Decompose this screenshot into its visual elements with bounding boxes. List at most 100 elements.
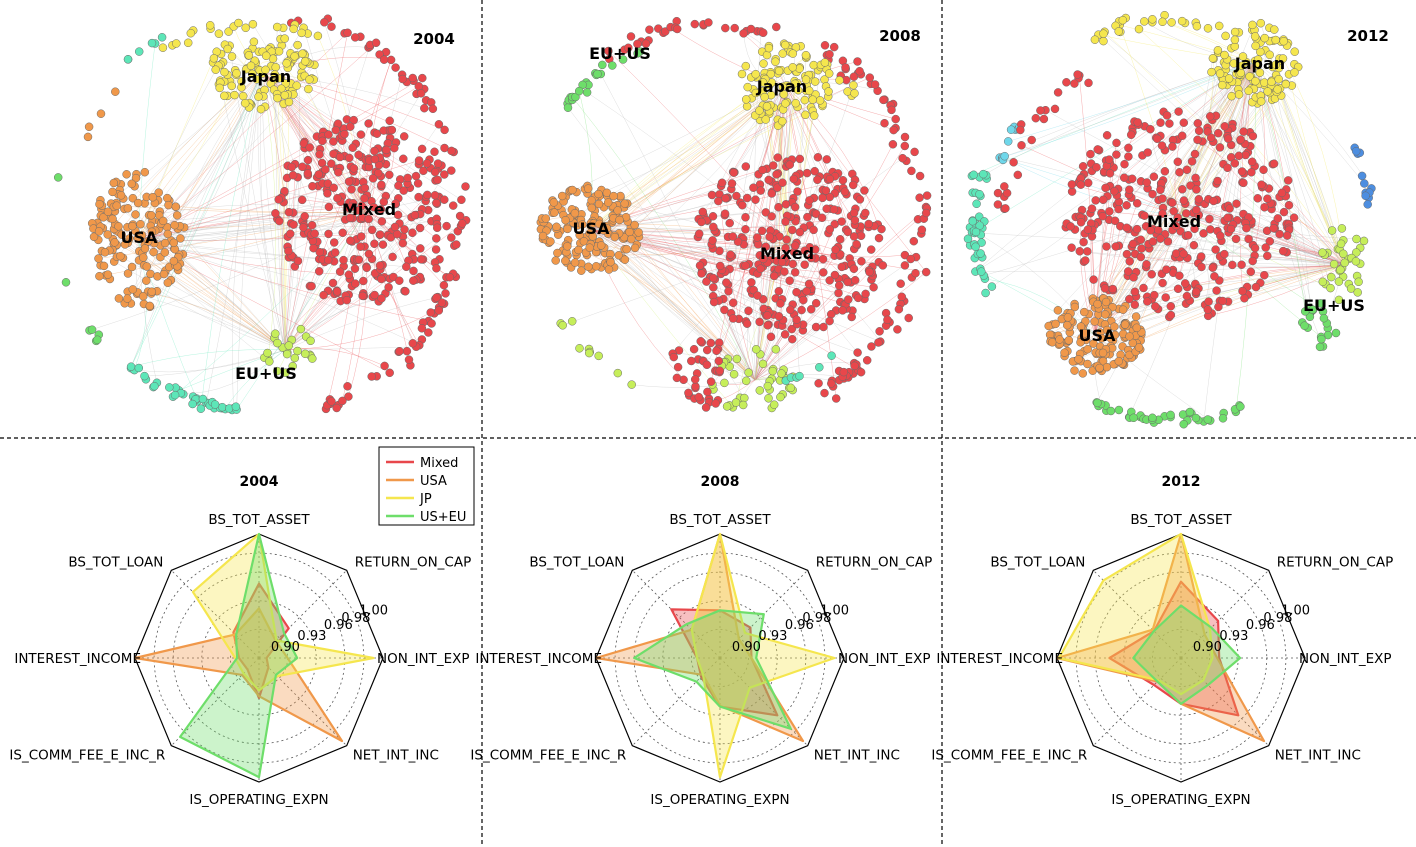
network-node — [711, 399, 720, 408]
network-node — [333, 193, 342, 203]
network-node — [1207, 67, 1216, 77]
network-node — [1244, 86, 1253, 96]
network-edge — [154, 202, 286, 351]
network-node — [371, 38, 381, 48]
network-node — [1319, 313, 1329, 323]
network-node — [271, 329, 280, 338]
network-node — [354, 255, 364, 264]
network-node — [820, 41, 830, 50]
network-node — [850, 216, 860, 225]
network-node — [867, 342, 876, 351]
radar-axis-label: BS_TOT_LOAN — [529, 554, 624, 570]
network-node — [786, 383, 796, 393]
network-node — [393, 210, 403, 220]
network-node — [1125, 185, 1134, 194]
network-node — [575, 344, 584, 353]
network-node — [1317, 334, 1326, 344]
network-node — [831, 245, 840, 254]
network-node — [248, 19, 258, 29]
network-node — [414, 156, 424, 165]
cluster-label-usa: USA — [573, 219, 611, 238]
network-node — [1281, 79, 1291, 89]
radar-title: 2012 — [1162, 474, 1201, 490]
network-node — [139, 253, 148, 262]
network-node — [788, 63, 797, 72]
network-node — [810, 77, 820, 86]
network-node — [344, 392, 353, 401]
network-node — [850, 361, 859, 371]
network-node — [883, 315, 892, 325]
network-node — [758, 28, 768, 38]
network-node — [1273, 85, 1282, 94]
legend-item-usa: USA — [420, 474, 447, 489]
network-node — [1067, 180, 1077, 189]
network-node — [773, 153, 783, 162]
network-node — [594, 351, 603, 361]
radar-axis-label: BS_TOT_LOAN — [68, 554, 163, 570]
network-node — [154, 188, 163, 197]
network-node — [220, 91, 229, 101]
network-node — [345, 153, 354, 163]
network-node — [1175, 168, 1184, 177]
network-node — [595, 219, 604, 229]
radar-axis-label: NET_INT_INC — [1275, 748, 1361, 764]
network-node — [1242, 223, 1251, 233]
network-node — [299, 223, 308, 232]
network-node — [1130, 300, 1140, 309]
network-node — [849, 264, 859, 274]
network-node — [1001, 204, 1010, 213]
network-node — [114, 294, 124, 303]
network-node — [231, 402, 241, 411]
network-node — [89, 232, 99, 242]
network-node — [133, 198, 143, 208]
network-node — [1182, 165, 1192, 175]
network-node — [1269, 223, 1278, 233]
network-node — [1078, 162, 1088, 171]
network-node — [546, 237, 555, 246]
network-node — [861, 208, 870, 218]
network-node — [827, 351, 836, 360]
network-node — [1053, 306, 1063, 315]
network-node — [246, 61, 256, 71]
network-node — [1009, 158, 1018, 167]
network-node — [223, 44, 232, 54]
network-edge — [219, 80, 286, 351]
network-node — [1078, 369, 1088, 378]
network-node — [788, 49, 798, 58]
network-node — [430, 147, 439, 157]
network-node — [975, 189, 984, 199]
network-node — [1179, 196, 1189, 205]
network-node — [1163, 237, 1173, 246]
network-node — [1260, 33, 1269, 43]
network-node — [755, 106, 764, 115]
network-node — [767, 189, 777, 198]
network-node — [1223, 134, 1233, 143]
network-node — [140, 167, 150, 177]
network-node — [808, 95, 817, 104]
network-node — [889, 125, 898, 135]
network-node — [1075, 247, 1085, 256]
network-node — [343, 28, 352, 38]
network-node — [1363, 200, 1372, 209]
network-edge — [572, 96, 756, 381]
network-node — [606, 257, 615, 267]
network-node — [120, 240, 130, 249]
network-node — [84, 122, 94, 132]
network-node — [1112, 138, 1121, 148]
cluster-label-euus: EU+US — [235, 364, 297, 383]
network-node — [1160, 167, 1170, 176]
network-node — [561, 256, 570, 266]
network-node — [426, 308, 435, 317]
network-node — [1234, 90, 1244, 99]
network-node — [721, 23, 730, 33]
network-node — [811, 322, 821, 332]
network-node — [782, 235, 791, 244]
network-node — [307, 281, 316, 291]
network-node — [188, 399, 197, 409]
radar-axis-label: BS_TOT_ASSET — [1130, 512, 1232, 528]
radar-tick-label: 0.90 — [271, 640, 300, 655]
network-node — [358, 291, 367, 301]
network-node — [290, 353, 300, 363]
network-node — [849, 80, 858, 90]
network-node — [324, 130, 333, 139]
